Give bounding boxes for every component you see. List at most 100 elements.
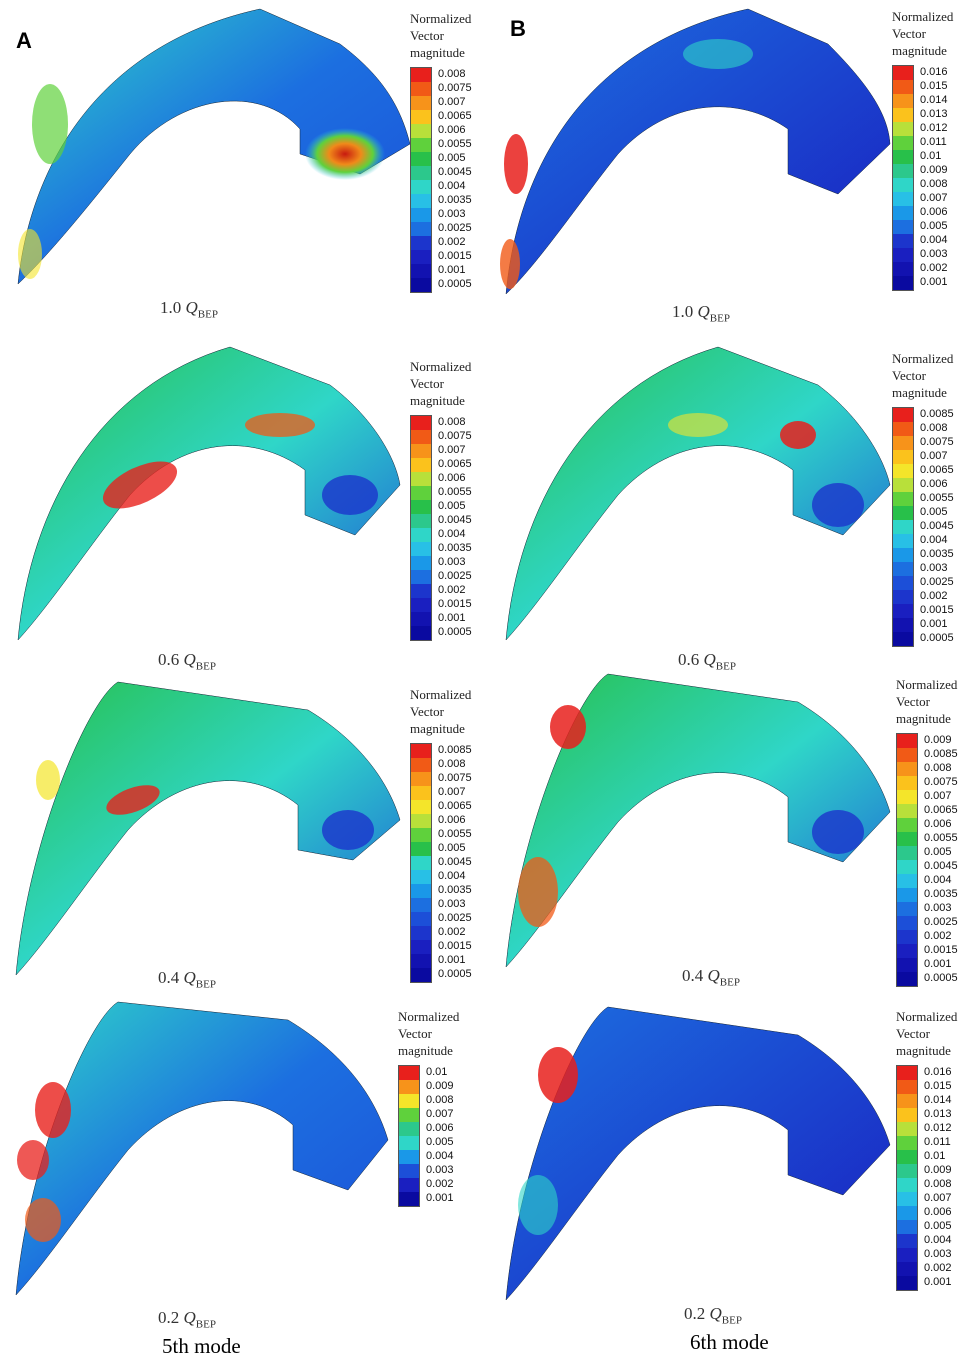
colorbar-swatch (897, 776, 917, 790)
colorbar-tick-label: 0.012 (924, 1122, 952, 1134)
colorbar-tick-labels: 0.016 0.015 0.014 0.013 0.012 0.011 0.01 0.009 0… (924, 1065, 952, 1289)
mode-label-b: 6th mode (690, 1330, 769, 1354)
colorbar-swatch (411, 772, 431, 786)
colorbar: 0.0085 0.008 0.0075 0.007 0.0065 0.006 0.0055 0… (892, 407, 954, 647)
colorbar-swatch (411, 444, 431, 458)
colorbar-swatch (897, 748, 917, 762)
colorbar-swatch (411, 940, 431, 954)
colorbar-swatch (893, 276, 913, 290)
colorbar-tick-label: 0.008 (920, 178, 948, 190)
colorbar-tick-label: 0.009 (920, 164, 948, 176)
colorbar-tick-label: 0.004 (438, 528, 466, 540)
colorbar-swatch (893, 464, 913, 478)
colorbar-swatch (411, 68, 431, 82)
colorbar-swatch (893, 150, 913, 164)
colorbar: 0.008 0.0075 0.007 0.0065 0.006 0.0055 0.005 0.… (410, 67, 472, 293)
colorbar-swatch (411, 208, 431, 222)
colorbar-swatch (411, 166, 431, 180)
colorbar-tick-label: 0.002 (438, 584, 466, 596)
colorbar-swatch (399, 1094, 419, 1108)
colorbar-swatch (411, 458, 431, 472)
colorbar-tick-label: 0.008 (924, 1178, 952, 1190)
colorbar-swatch (411, 264, 431, 278)
colorbar-swatch (411, 612, 431, 626)
colorbar-swatch (897, 790, 917, 804)
colorbar-tick-label: 0.007 (438, 444, 466, 456)
colorbar-tick-label: 0.007 (426, 1108, 454, 1120)
colorbar-tick-labels: 0.0085 0.008 0.0075 0.007 0.0065 0.006 0.0055 0… (438, 743, 472, 981)
colorbar-tick-label: 0.0075 (438, 430, 472, 442)
colorbar-swatch (411, 236, 431, 250)
colorbar-tick-labels: 0.0085 0.008 0.0075 0.007 0.0065 0.006 0.0055 0… (920, 407, 954, 645)
legend-a3: Normalized Vector magnitude 0.0085 0.008 0… (410, 686, 472, 983)
colorbar-swatch (411, 744, 431, 758)
colorbar-swatch (897, 1192, 917, 1206)
colorbar-tick-label: 0.001 (438, 264, 466, 276)
colorbar-tick-label: 0.0035 (924, 888, 958, 900)
colorbar-tick-label: 0.016 (924, 1066, 952, 1078)
colorbar-tick-label: 0.001 (438, 612, 466, 624)
blade-passage-shape (500, 8, 891, 295)
blade-passage-shape (505, 673, 891, 968)
caption-b2: 0.6 QBEP (678, 650, 736, 673)
colorbar-tick-label: 0.004 (924, 1234, 952, 1246)
colorbar-swatch (411, 786, 431, 800)
colorbar-swatch (411, 842, 431, 856)
colorbar-swatch (411, 626, 431, 640)
legend-title: Normalized Vector magnitude (410, 11, 472, 60)
colorbar-tick-label: 0.0025 (438, 222, 472, 234)
contour-plot-a3 (8, 680, 408, 980)
colorbar-swatch (411, 472, 431, 486)
colorbar-swatch (399, 1136, 419, 1150)
colorbar-swatch (411, 584, 431, 598)
colorbar-tick-label: 0.0055 (438, 486, 472, 498)
colorbar-tick-label: 0.004 (920, 234, 948, 246)
colorbar-tick-label: 0.0015 (924, 944, 958, 956)
colorbar-tick-labels: 0.01 0.009 0.008 0.007 0.006 0.005 0.004 0.003 0… (426, 1065, 454, 1205)
colorbar-swatch (893, 108, 913, 122)
colorbar-tick-label: 0.006 (924, 1206, 952, 1218)
colorbar-swatch (411, 124, 431, 138)
colorbar-swatch (897, 1220, 917, 1234)
contour-plot-b3 (498, 672, 898, 972)
colorbar-tick-label: 0.011 (924, 1136, 951, 1148)
colorbar-swatches (896, 733, 918, 987)
colorbar-tick-label: 0.001 (438, 954, 466, 966)
colorbar-tick-label: 0.008 (426, 1094, 454, 1106)
colorbar-tick-label: 0.001 (924, 1276, 952, 1288)
colorbar-tick-label: 0.0045 (924, 860, 958, 872)
legend-title: Normalized Vector magnitude (410, 687, 472, 736)
blade-passage-shape (17, 8, 410, 285)
colorbar-swatches (896, 1065, 918, 1291)
colorbar-swatch (897, 1108, 917, 1122)
colorbar: 0.016 0.015 0.014 0.013 0.012 0.011 0.01 0.009 0… (896, 1065, 957, 1291)
colorbar-swatch (411, 954, 431, 968)
colorbar-tick-label: 0.008 (438, 758, 466, 770)
colorbar-tick-label: 0.009 (924, 734, 952, 746)
colorbar-swatch (411, 416, 431, 430)
colorbar-tick-label: 0.001 (920, 276, 948, 288)
colorbar-tick-label: 0.0075 (924, 776, 958, 788)
colorbar-swatch (897, 888, 917, 902)
colorbar-swatch (893, 450, 913, 464)
colorbar-swatch (411, 898, 431, 912)
colorbar-tick-label: 0.0065 (438, 800, 472, 812)
colorbar-tick-label: 0.0075 (438, 772, 472, 784)
panel-label-a: A (16, 28, 32, 53)
colorbar-tick-label: 0.0075 (920, 436, 954, 448)
colorbar-swatch (399, 1080, 419, 1094)
colorbar-swatch (411, 514, 431, 528)
legend-a2: Normalized Vector magnitude 0.008 0.0075 0… (410, 358, 472, 641)
colorbar-swatch (897, 1094, 917, 1108)
colorbar-swatch (897, 916, 917, 930)
colorbar-swatches (410, 67, 432, 293)
colorbar-tick-label: 0.0005 (438, 626, 472, 638)
colorbar-swatch (411, 486, 431, 500)
colorbar-tick-label: 0.008 (438, 68, 466, 80)
colorbar-swatch (893, 492, 913, 506)
colorbar-tick-label: 0.0045 (438, 166, 472, 178)
colorbar-swatch (893, 576, 913, 590)
colorbar-swatch (893, 234, 913, 248)
colorbar-swatch (897, 804, 917, 818)
colorbar-swatch (897, 874, 917, 888)
